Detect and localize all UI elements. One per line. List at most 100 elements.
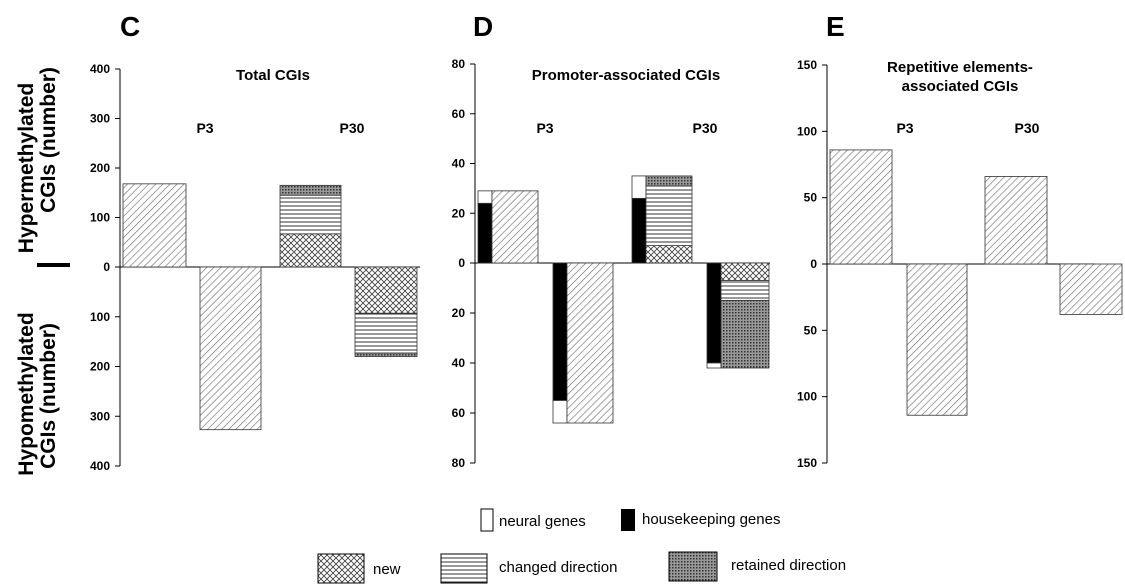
y-tick-label: 300	[90, 409, 110, 423]
y-tick-label: 20	[452, 206, 466, 220]
y-tick-label: 80	[452, 456, 466, 470]
bar-segment	[720, 300, 770, 369]
bar-segment	[631, 175, 647, 199]
bar-segment	[706, 262, 722, 364]
bar-p3-hypo	[199, 266, 262, 431]
bar-p3-hypo-genes	[552, 262, 568, 424]
y-tick-label: 20	[452, 306, 466, 320]
bar-p3-hypo	[906, 263, 968, 416]
y-label-hyper-line1: Hypermethylated	[15, 83, 38, 253]
legend-housekeeping-label: housekeeping genes	[642, 511, 780, 528]
y-tick-label: 400	[90, 62, 110, 76]
bar-p30-hyper	[984, 176, 1048, 265]
bar-segment	[354, 266, 418, 314]
y-axis-label-hypo: Hypomethylated CGIs (number)	[15, 312, 60, 475]
bar-p3-hyper-genes	[477, 190, 493, 264]
y-tick-label: 150	[797, 58, 817, 72]
y-tick-label: 60	[452, 107, 466, 121]
y-tick-label: 80	[452, 57, 466, 71]
group-label-p3: P3	[536, 120, 553, 136]
bar-segment	[122, 183, 187, 268]
bar-p30-hyper	[645, 175, 693, 264]
y-axis-label-hyper: Hypermethylated CGIs (number)	[15, 67, 60, 253]
legend-changed-label: changed direction	[499, 559, 617, 576]
bar-segment	[720, 262, 770, 281]
y-tick-label: 200	[90, 161, 110, 175]
y-tick-label: 200	[90, 360, 110, 374]
bar-segment	[477, 190, 493, 204]
bar-segment	[552, 262, 568, 401]
legend-retained-swatch	[668, 551, 718, 582]
y-tick-label: 150	[797, 456, 817, 470]
group-label-p30: P30	[340, 120, 365, 136]
bar-segment	[720, 280, 770, 301]
bar-segment	[829, 149, 893, 265]
bar-segment	[645, 175, 693, 187]
bar-segment	[491, 190, 539, 264]
y-tick-label: 60	[452, 406, 466, 420]
bar-p30-hyper-genes	[631, 175, 647, 264]
bar-segment	[279, 184, 342, 196]
panel-letter: C	[120, 11, 140, 42]
y-tick-label: 300	[90, 112, 110, 126]
bar-segment	[199, 266, 262, 431]
panel-title: Total CGIs	[236, 67, 310, 84]
bar-segment	[906, 263, 968, 416]
group-label-p3: P3	[896, 120, 913, 136]
bar-segment	[354, 352, 418, 357]
group-label-p3: P3	[196, 120, 213, 136]
bar-segment	[645, 185, 693, 246]
y-tick-label: 50	[804, 323, 818, 337]
panel-title: Repetitive elements-	[887, 59, 1033, 76]
y-tick-label: 100	[797, 390, 817, 404]
bar-p30-hypo	[354, 266, 418, 357]
bar-segment	[552, 400, 568, 424]
bar-p3-hypo	[566, 262, 614, 424]
y-tick-label: 40	[452, 356, 466, 370]
bar-segment	[354, 312, 418, 354]
group-label-p30: P30	[1015, 120, 1040, 136]
y-label-hypo-line2: CGIs (number)	[37, 323, 60, 469]
panel-title: Promoter-associated CGIs	[532, 67, 720, 84]
bar-p30-hypo	[720, 262, 770, 369]
legend-neural-label: neural genes	[499, 513, 586, 530]
legend-retained-label: retained direction	[731, 557, 846, 574]
bar-segment	[706, 362, 722, 369]
bar-segment	[645, 245, 693, 264]
bar-p3-hyper	[829, 149, 893, 265]
legend-changed-swatch	[440, 553, 488, 584]
y-label-hyper-line2: CGIs (number)	[37, 67, 60, 213]
y-tick-label: 0	[458, 256, 465, 270]
bar-segment	[279, 194, 342, 235]
legend-gene-types: neural genes housekeeping genes	[480, 508, 780, 532]
legend-new-label: new	[373, 561, 401, 578]
legend-new-swatch	[317, 553, 365, 584]
bar-segment	[477, 202, 493, 264]
y-tick-label: 50	[804, 191, 818, 205]
panel-title: associated CGIs	[902, 78, 1019, 95]
bar-p3-hyper	[122, 183, 187, 268]
group-label-p30: P30	[693, 120, 718, 136]
y-tick-label: 100	[797, 124, 817, 138]
y-tick-label: 400	[90, 459, 110, 473]
bar-p3-hyper	[491, 190, 539, 264]
panel-E: E Repetitive elements-associated CGIs P3 P3…	[797, 11, 1123, 470]
bar-segment	[1059, 263, 1123, 315]
panel-letter: D	[473, 11, 493, 42]
panel-C: C Total CGIs P3 P30 400 300 200 100 0 100 200 300 40…	[90, 11, 420, 473]
bar-segment	[279, 233, 342, 268]
axis-divider-mark	[37, 263, 70, 267]
bar-segment	[566, 262, 614, 424]
y-tick-label: 0	[810, 257, 817, 271]
panel-letter: E	[826, 11, 845, 42]
bar-p30-hyper	[279, 184, 342, 268]
legend-neural-swatch	[480, 508, 494, 532]
bar-segment	[984, 176, 1048, 265]
bar-p30-hypo-genes	[706, 262, 722, 369]
legend-categories: new changed direction retained direction	[317, 551, 846, 584]
y-label-hypo-line1: Hypomethylated	[15, 312, 38, 475]
y-tick-label: 0	[103, 260, 110, 274]
y-tick-label: 100	[90, 211, 110, 225]
bar-p30-hypo	[1059, 263, 1123, 315]
